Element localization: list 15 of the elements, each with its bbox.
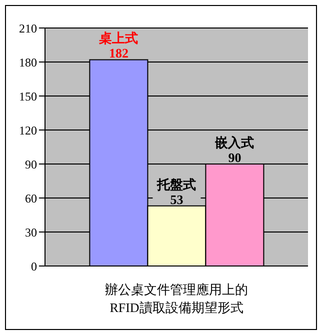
y-tick-label: 120 xyxy=(19,123,37,138)
series-label: 托盤式 xyxy=(156,176,196,192)
data-label: 90 xyxy=(228,150,242,165)
y-tick-label: 150 xyxy=(19,89,37,104)
data-label: 182 xyxy=(108,46,128,61)
y-tick-label: 60 xyxy=(25,191,37,206)
y-tick-label: 180 xyxy=(19,55,37,70)
y-tick-label: 210 xyxy=(19,21,37,36)
y-tick-label: 90 xyxy=(25,157,37,172)
data-label: 53 xyxy=(170,192,184,207)
x-axis-title: 辦公桌文件管理應用上的 RFID讀取設備期望形式 xyxy=(105,282,248,315)
y-tick-label: 30 xyxy=(25,225,37,240)
series-label: 嵌入式 xyxy=(214,135,254,150)
y-tick-label: 0 xyxy=(31,259,37,274)
series-label: 桌上式 xyxy=(98,30,138,46)
